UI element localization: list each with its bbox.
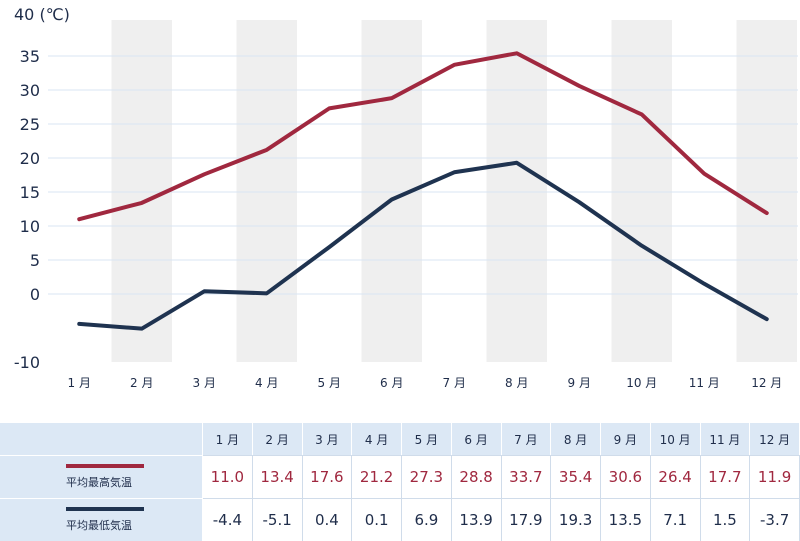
table-value-cell: 17.9 (501, 498, 552, 541)
y-tick-label: 0 (30, 285, 40, 304)
month-band (486, 20, 547, 362)
x-tick-label: 1 月 (68, 376, 91, 390)
y-tick-label: 30 (20, 81, 40, 100)
table-value-cell: 1.5 (700, 498, 751, 541)
series-lines (77, 51, 769, 331)
y-tick-label: 10 (20, 217, 40, 236)
table-header-cell: 7 月 (501, 423, 552, 455)
table-header-cell: 12 月 (750, 423, 800, 455)
x-tick-label: 7 月 (443, 376, 466, 390)
month-band (611, 20, 672, 362)
table-value-cell: 0.4 (302, 498, 353, 541)
table-value-cell: -4.4 (203, 498, 253, 541)
table-value-cell: -5.1 (252, 498, 303, 541)
table-row-high: 平均最高気温 11.0 13.4 17.6 21.2 27.3 28.8 33.7 35.4 3… (0, 455, 800, 498)
y-axis-ticks: -10 0 5 10 15 20 25 30 35 (14, 47, 40, 372)
table-header-cell: 5 月 (402, 423, 452, 455)
x-tick-label: 12 月 (751, 376, 782, 390)
y-tick-label: 15 (20, 183, 40, 202)
y-tick-label: 5 (30, 251, 40, 270)
legend-swatch-high (66, 464, 144, 468)
table-value-cell: 26.4 (650, 455, 701, 498)
series-line-high (77, 51, 769, 222)
legend-high: 平均最高気温 (0, 455, 203, 498)
y-tick-label: 20 (20, 149, 40, 168)
x-tick-label: 11 月 (689, 376, 720, 390)
legend-label-high: 平均最高気温 (66, 476, 132, 489)
table-header-cell: 4 月 (352, 423, 402, 455)
table-value-cell: 19.3 (551, 498, 601, 541)
table-value-cell: 17.7 (700, 455, 751, 498)
temperature-line-chart: -10 0 5 10 15 20 25 30 35 40 (℃) 1 月 2 月 3 月 4 月 5 月… (14, 5, 798, 390)
x-tick-label: 5 月 (318, 376, 341, 390)
x-tick-label: 2 月 (130, 376, 153, 390)
table-row-low: 平均最低気温 -4.4 -5.1 0.4 0.1 6.9 13.9 17.9 19.3 13.5… (0, 498, 800, 541)
legend-low: 平均最低気温 (0, 498, 203, 541)
table-header-cell: 8 月 (551, 423, 601, 455)
table-header-cell: 10 月 (650, 423, 701, 455)
table-header-cell: 6 月 (451, 423, 502, 455)
table-header-cell: 11 月 (700, 423, 751, 455)
table-value-cell: 30.6 (601, 455, 651, 498)
table-value-cell: 7.1 (650, 498, 701, 541)
table-value-cell: -3.7 (750, 498, 800, 541)
table-corner-cell (0, 423, 203, 455)
x-tick-label: 9 月 (568, 376, 591, 390)
month-band (736, 20, 797, 362)
month-band (236, 20, 297, 362)
table-header-cell: 1 月 (203, 423, 253, 455)
x-tick-label: 3 月 (193, 376, 216, 390)
table-header-cell: 3 月 (302, 423, 353, 455)
table-header-cell: 9 月 (601, 423, 651, 455)
x-axis-ticks: 1 月 2 月 3 月 4 月 5 月 6 月 7 月 8 月 9 月 10 月 11 月 12 月 (68, 376, 783, 390)
table-value-cell: 13.9 (451, 498, 502, 541)
table-value-cell: 11.9 (750, 455, 800, 498)
table-value-cell: 13.4 (252, 455, 303, 498)
table-value-cell: 21.2 (352, 455, 402, 498)
table-value-cell: 13.5 (601, 498, 651, 541)
series-line-low (77, 160, 769, 331)
table-value-cell: 28.8 (451, 455, 502, 498)
y-tick-label: 25 (20, 115, 40, 134)
table-value-cell: 17.6 (302, 455, 353, 498)
x-tick-label: 6 月 (380, 376, 403, 390)
table-value-cell: 11.0 (203, 455, 253, 498)
alternate-month-bands (111, 20, 797, 362)
table-value-cell: 33.7 (501, 455, 552, 498)
x-tick-label: 4 月 (255, 376, 278, 390)
table-value-cell: 35.4 (551, 455, 601, 498)
y-tick-label: 35 (20, 47, 40, 66)
table-value-cell: 27.3 (402, 455, 452, 498)
month-band (111, 20, 172, 362)
legend-swatch-low (66, 507, 144, 511)
y-axis-label: 40 (℃) (14, 5, 70, 24)
x-tick-label: 8 月 (505, 376, 528, 390)
x-tick-label: 10 月 (626, 376, 657, 390)
table-value-cell: 0.1 (352, 498, 402, 541)
grid-lines (48, 55, 798, 295)
y-tick-label: -10 (14, 353, 40, 372)
table-value-cell: 6.9 (402, 498, 452, 541)
table-header-cell: 2 月 (252, 423, 303, 455)
legend-label-low: 平均最低気温 (66, 519, 132, 532)
